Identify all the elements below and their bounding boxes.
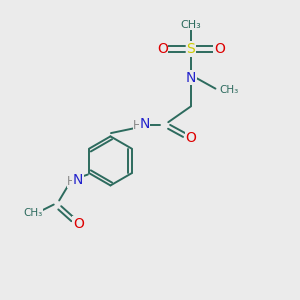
Text: N: N xyxy=(73,173,83,187)
Text: CH₃: CH₃ xyxy=(220,85,239,95)
Text: O: O xyxy=(157,42,168,56)
Text: H: H xyxy=(67,175,76,188)
Text: N: N xyxy=(140,117,150,131)
Text: O: O xyxy=(185,131,196,145)
Text: H: H xyxy=(134,119,142,132)
Text: O: O xyxy=(214,42,225,56)
Text: CH₃: CH₃ xyxy=(181,20,201,29)
Text: O: O xyxy=(73,217,84,231)
Text: S: S xyxy=(187,42,195,56)
Text: N: N xyxy=(186,71,196,85)
Text: CH₃: CH₃ xyxy=(24,208,43,218)
